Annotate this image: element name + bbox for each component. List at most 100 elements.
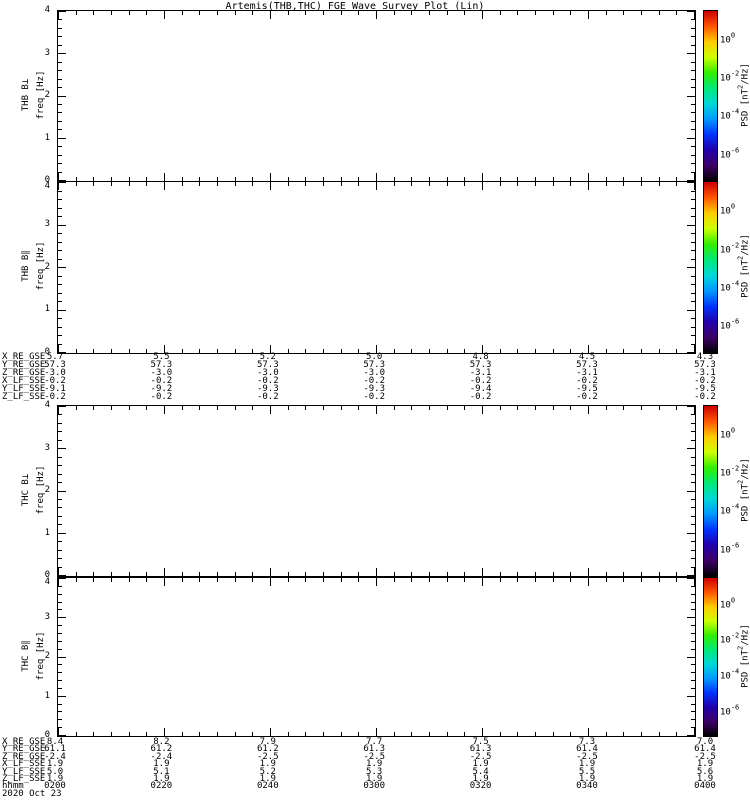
axis-tick [623,732,624,736]
axis-tick [687,182,695,183]
axis-tick [691,284,695,285]
axis-tick [482,11,483,19]
ephemeris-value: 57.3 [469,360,492,370]
axis-tick [288,11,289,15]
axis-tick [58,172,62,173]
axis-tick [58,688,62,689]
axis-tick [447,732,448,736]
y-tick: 4 [44,576,50,587]
ephemeris-value: 1.9 [153,774,170,784]
axis-tick [570,11,571,15]
axis-tick [691,541,695,542]
axis-tick [641,177,642,181]
axis-tick [323,177,324,181]
axis-tick [691,594,695,595]
axis-tick [270,568,271,576]
axis-tick [606,578,607,582]
axis-tick [691,259,695,260]
axis-tick [58,36,62,37]
axis-tick [58,625,62,626]
ephemeris-value: -9.4 [469,384,492,394]
axis-tick [464,578,465,582]
ephemeris-value: 61.4 [576,744,598,755]
axis-tick [623,572,624,576]
ephemeris-row-label: Y_RE_GSE [2,744,46,755]
axis-tick [217,578,218,582]
y-tick: 3 [44,611,50,622]
axis-tick [58,173,59,181]
axis-tick [76,578,77,582]
y-tick-labels-2: 4 3 2 1 0 [28,181,53,357]
axis-tick [358,406,359,410]
axis-tick [182,572,183,576]
axis-tick [164,578,165,586]
axis-tick [691,104,695,105]
axis-tick [429,732,430,736]
axis-tick [182,406,183,410]
axis-tick [691,45,695,46]
axis-tick [58,499,62,500]
axis-tick [252,182,253,186]
axis-tick [641,578,642,582]
axis-tick [376,728,377,736]
axis-tick [76,406,77,410]
ephemeris-row: X_RE_GSE 8.4 8.2 7.9 7.7 7.5 7.3 7.0 [0,738,750,747]
axis-tick [687,11,695,12]
axis-tick [411,578,412,582]
ephemeris-value: 1.9 [696,759,714,770]
axis-tick [252,578,253,582]
axis-tick [691,70,695,71]
y-tick-labels-3: 4 3 2 1 0 [28,400,53,580]
axis-tick [58,575,66,576]
axis-tick [500,182,501,186]
axis-tick [58,423,62,424]
axis-tick [535,349,536,353]
ephemeris-value: -9.3 [256,384,279,394]
axis-tick [659,572,660,576]
axis-tick [58,664,62,665]
axis-tick [58,259,62,260]
axis-tick [235,732,236,736]
axis-tick [252,406,253,410]
ephemeris-row: Y_RE_GSE 61.1 61.2 61.2 61.3 61.3 61.4 61.4 [0,744,750,755]
axis-tick [58,344,62,345]
ephemeris-value: 5.1 [153,766,170,777]
axis-tick [58,104,62,105]
time-tick-label: 0320 [469,781,492,792]
axis-tick [199,578,200,582]
axis-tick [691,276,695,277]
axis-tick [58,448,66,449]
axis-tick [659,11,660,15]
axis-tick [58,335,62,336]
axis-tick [305,572,306,576]
ephemeris-row-label: Y_RE_GSE [2,360,46,370]
axis-tick [687,696,695,697]
axis-tick [447,182,448,186]
axis-tick [58,79,62,80]
axis-tick [58,617,66,618]
axis-tick [500,578,501,582]
axis-tick [687,491,695,492]
axis-tick [588,173,589,181]
spectrogram-panel-thb-bpar [57,181,696,354]
axis-tick [659,406,660,410]
axis-tick [58,567,62,568]
axis-tick [235,349,236,353]
time-tick-label: 0200 [44,781,66,792]
ephemeris-value: -0.2 [576,376,598,386]
ephemeris-value: -3.1 [469,368,492,378]
axis-tick [570,349,571,353]
axis-tick [376,345,377,353]
axis-tick [358,572,359,576]
axis-tick [623,11,624,15]
axis-tick [58,87,62,88]
axis-tick [691,688,695,689]
axis-tick [323,11,324,15]
ephemeris-value: 61.1 [44,744,66,755]
ephemeris-value: 1.9 [578,774,596,784]
axis-tick [606,11,607,15]
axis-tick [199,572,200,576]
ephemeris-value: 5.0 [46,766,64,777]
axis-tick [411,732,412,736]
y-tick-labels-4: 4 3 2 1 0 [28,576,53,740]
